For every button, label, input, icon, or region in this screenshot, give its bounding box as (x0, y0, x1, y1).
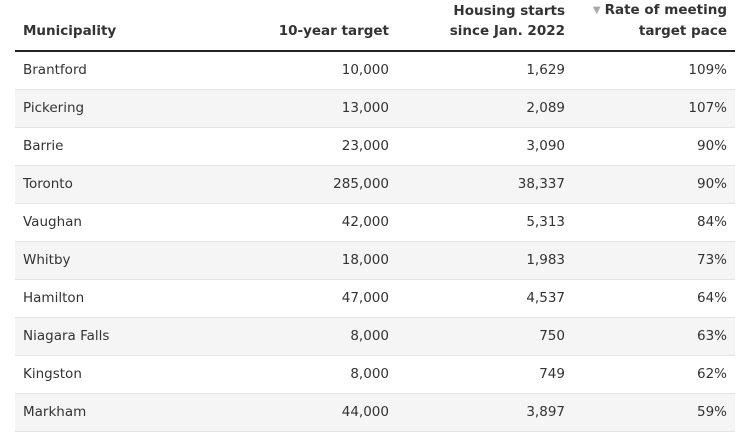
cell-municipality: Whitby (15, 241, 221, 280)
header-municipality[interactable]: Municipality (15, 0, 221, 52)
cell-target: 13,000 (221, 89, 397, 128)
cell-rate: 64% (573, 279, 735, 318)
table-row: Toronto 285,000 38,337 90% (15, 165, 735, 204)
cell-municipality: Barrie (15, 127, 221, 166)
cell-housing-starts: 750 (397, 317, 573, 356)
table-row: Barrie 23,000 3,090 90% (15, 127, 735, 166)
cell-housing-starts: 2,089 (397, 89, 573, 128)
cell-target: 285,000 (221, 165, 397, 204)
cell-municipality: Brantford (15, 51, 221, 90)
cell-housing-starts: 4,537 (397, 279, 573, 318)
table-row: Whitby 18,000 1,983 73% (15, 241, 735, 280)
cell-rate: 84% (573, 203, 735, 242)
cell-municipality: Niagara Falls (15, 317, 221, 356)
header-rate[interactable]: ▼ Rate of meeting target pace (573, 0, 735, 52)
cell-municipality: Pickering (15, 89, 221, 128)
cell-rate: 73% (573, 241, 735, 280)
cell-target: 8,000 (221, 355, 397, 394)
cell-rate: 90% (573, 165, 735, 204)
cell-housing-starts: 5,313 (397, 203, 573, 242)
cell-municipality: Toronto (15, 165, 221, 204)
cell-target: 47,000 (221, 279, 397, 318)
table-row: Vaughan 42,000 5,313 84% (15, 203, 735, 242)
header-target-label: 10-year target (278, 23, 389, 39)
housing-targets-table: Municipality 10-year target Housing star… (15, 0, 735, 432)
table-row: Niagara Falls 8,000 750 63% (15, 317, 735, 356)
cell-housing-starts: 38,337 (397, 165, 573, 204)
cell-target: 18,000 (221, 241, 397, 280)
cell-municipality: Hamilton (15, 279, 221, 318)
cell-target: 23,000 (221, 127, 397, 166)
cell-rate: 109% (573, 51, 735, 90)
cell-municipality: Kingston (15, 355, 221, 394)
cell-municipality: Vaughan (15, 203, 221, 242)
sort-descending-icon: ▼ (592, 5, 601, 16)
cell-rate: 62% (573, 355, 735, 394)
table-header: Municipality 10-year target Housing star… (15, 0, 735, 52)
table-row: Pickering 13,000 2,089 107% (15, 89, 735, 128)
cell-housing-starts: 3,090 (397, 127, 573, 166)
header-rate-line1: Rate of meeting (604, 2, 727, 18)
table-body: Brantford 10,000 1,629 109% Pickering 13,000 2… (15, 51, 735, 432)
cell-rate: 90% (573, 127, 735, 166)
cell-rate: 59% (573, 393, 735, 432)
cell-rate: 107% (573, 89, 735, 128)
cell-target: 8,000 (221, 317, 397, 356)
table-row: Markham 44,000 3,897 59% (15, 393, 735, 432)
header-rate-line2: target pace (638, 23, 727, 39)
cell-housing-starts: 749 (397, 355, 573, 394)
header-housing-starts[interactable]: Housing starts since Jan. 2022 (397, 0, 573, 52)
header-starts-line1: Housing starts (453, 3, 565, 19)
table-row: Brantford 10,000 1,629 109% (15, 51, 735, 90)
cell-housing-starts: 1,629 (397, 51, 573, 90)
header-row: Municipality 10-year target Housing star… (15, 0, 735, 52)
table-row: Kingston 8,000 749 62% (15, 355, 735, 394)
cell-housing-starts: 3,897 (397, 393, 573, 432)
cell-housing-starts: 1,983 (397, 241, 573, 280)
header-target[interactable]: 10-year target (221, 0, 397, 52)
cell-target: 10,000 (221, 51, 397, 90)
header-starts-line2: since Jan. 2022 (449, 23, 565, 39)
cell-municipality: Markham (15, 393, 221, 432)
table-row: Hamilton 47,000 4,537 64% (15, 279, 735, 318)
cell-rate: 63% (573, 317, 735, 356)
cell-target: 44,000 (221, 393, 397, 432)
cell-target: 42,000 (221, 203, 397, 242)
header-municipality-label: Municipality (23, 23, 117, 39)
